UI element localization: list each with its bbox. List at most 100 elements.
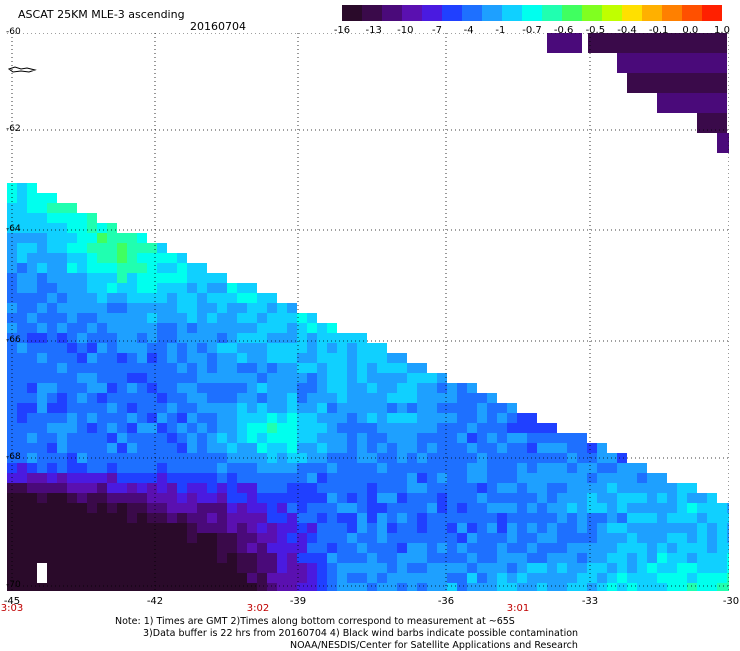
data-cell	[137, 293, 147, 303]
data-cell	[457, 413, 467, 423]
data-cell	[227, 373, 237, 383]
data-cell	[127, 243, 137, 253]
data-cell	[417, 373, 427, 383]
data-cell	[37, 453, 47, 463]
data-cell	[227, 533, 237, 543]
data-cell	[577, 543, 587, 553]
data-cell	[287, 463, 297, 473]
data-cell	[267, 493, 277, 503]
data-cell	[627, 563, 637, 573]
data-cell	[87, 323, 97, 333]
data-cell	[47, 393, 57, 403]
data-cell	[347, 573, 357, 583]
data-cell	[57, 283, 67, 293]
data-cell	[667, 483, 677, 493]
colorbar-tick-label: 1.0	[714, 25, 730, 36]
data-cell	[107, 303, 117, 313]
data-cell	[77, 503, 87, 513]
data-cell	[117, 433, 127, 443]
data-cell	[427, 513, 437, 523]
data-cell	[427, 553, 437, 563]
data-cell	[47, 563, 57, 573]
data-cell	[67, 553, 77, 563]
data-cell	[437, 373, 447, 383]
data-cell	[537, 583, 547, 591]
data-cell	[117, 473, 127, 483]
data-cell	[277, 453, 287, 463]
data-cell	[157, 383, 167, 393]
data-cell	[247, 553, 257, 563]
data-cell	[407, 523, 417, 533]
data-cell	[497, 583, 507, 591]
data-cell	[327, 503, 337, 513]
data-cell	[227, 483, 237, 493]
data-cell	[27, 523, 37, 533]
data-cell	[17, 443, 27, 453]
data-cell	[357, 443, 367, 453]
data-cell	[467, 513, 477, 523]
data-cell	[627, 513, 637, 523]
data-cell	[417, 363, 427, 373]
data-cell	[77, 423, 87, 433]
data-cell	[297, 543, 307, 553]
data-cell	[27, 303, 37, 313]
data-cell	[547, 513, 557, 523]
data-cell	[557, 453, 567, 463]
data-cell	[17, 383, 27, 393]
data-cell	[47, 553, 57, 563]
data-cell	[377, 533, 387, 543]
data-cell	[597, 553, 607, 563]
data-cell	[187, 363, 197, 373]
data-cell	[177, 263, 187, 273]
data-cell	[377, 403, 387, 413]
data-cell	[557, 583, 567, 591]
data-cell	[177, 303, 187, 313]
data-cell	[187, 473, 197, 483]
data-cell	[87, 583, 97, 591]
data-cell	[147, 293, 157, 303]
data-cell	[337, 363, 347, 373]
data-cell	[617, 533, 627, 543]
data-cell	[117, 393, 127, 403]
data-cell	[27, 213, 37, 223]
data-cell	[7, 583, 17, 591]
xtick-label: -30	[722, 596, 740, 607]
data-cell	[187, 433, 197, 443]
data-cell	[107, 503, 117, 513]
data-cell	[7, 383, 17, 393]
data-cell	[117, 533, 127, 543]
data-cell	[477, 453, 487, 463]
data-cell	[277, 493, 287, 503]
data-cell	[417, 413, 427, 423]
data-cell	[97, 393, 107, 403]
data-cell	[207, 523, 217, 533]
data-cell	[297, 343, 307, 353]
data-cell	[257, 563, 267, 573]
data-cell	[87, 383, 97, 393]
data-cell	[437, 443, 447, 453]
data-cell	[177, 493, 187, 503]
data-cell	[67, 333, 77, 343]
data-cell	[357, 333, 367, 343]
data-cell	[377, 433, 387, 443]
data-cell	[287, 543, 297, 553]
data-cell	[457, 523, 467, 533]
data-cell	[157, 333, 167, 343]
data-cell	[347, 343, 357, 353]
data-cell	[657, 503, 667, 513]
data-cell	[197, 353, 207, 363]
data-cell	[247, 413, 257, 423]
data-cell	[97, 323, 107, 333]
data-cell	[297, 333, 307, 343]
data-cell	[627, 583, 637, 591]
data-cell	[87, 443, 97, 453]
data-cell	[237, 523, 247, 533]
data-cell	[187, 443, 197, 453]
data-cell	[237, 413, 247, 423]
ytick-label: -68	[6, 452, 21, 462]
data-cell	[487, 433, 497, 443]
data-cell	[327, 553, 337, 563]
data-cell	[467, 483, 477, 493]
data-cell	[157, 413, 167, 423]
data-cell	[237, 323, 247, 333]
